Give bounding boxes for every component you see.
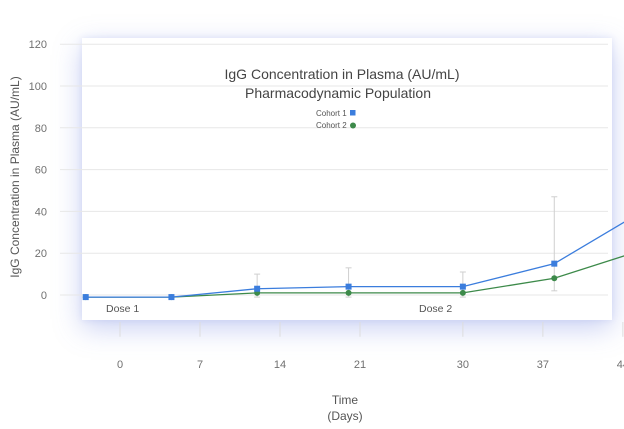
point-cohort-1-1 bbox=[168, 294, 175, 301]
grid-lines bbox=[60, 43, 624, 337]
point-cohort-2-4 bbox=[459, 289, 466, 296]
y-tick-label-20: 20 bbox=[35, 248, 47, 260]
point-cohort-2-3 bbox=[345, 289, 352, 296]
legend: Cohort 1 Cohort 2 bbox=[316, 109, 356, 130]
x-tick-label-0: 0 bbox=[117, 359, 123, 371]
chart-subtitle: Pharmacodynamic Population bbox=[245, 85, 431, 101]
plot-area bbox=[82, 196, 624, 301]
y-tick-label-100: 100 bbox=[29, 81, 47, 93]
x-tick-label-30: 30 bbox=[457, 359, 469, 371]
legend-marker-cohort-2 bbox=[350, 122, 356, 129]
x-tick-label-44: 44 bbox=[617, 359, 624, 371]
x-axis-title: Time bbox=[332, 393, 359, 407]
x-tick-label-37: 37 bbox=[537, 359, 549, 371]
x-axis-unit: (Days) bbox=[327, 409, 362, 423]
point-cohort-1-5 bbox=[551, 260, 558, 267]
point-cohort-1-0 bbox=[82, 294, 89, 301]
point-cohort-1-2 bbox=[254, 285, 261, 292]
annotation-dose-2: Dose 2 bbox=[419, 303, 452, 315]
x-axis-ticks: 0 7 14 21 30 37 44 bbox=[117, 359, 624, 371]
legend-marker-cohort-1 bbox=[350, 110, 356, 116]
y-tick-label-80: 80 bbox=[35, 123, 47, 135]
y-tick-label-120: 120 bbox=[29, 39, 47, 51]
point-cohort-1-4 bbox=[459, 283, 466, 290]
x-tick-label-21: 21 bbox=[354, 359, 366, 371]
y-axis-ticks: 0 20 40 60 80 100 120 bbox=[29, 39, 47, 302]
series-line-cohort-2 bbox=[85, 255, 624, 298]
chart-title: IgG Concentration in Plasma (AU/mL) bbox=[225, 66, 460, 82]
chart-card bbox=[82, 38, 612, 320]
legend-label-cohort-1: Cohort 1 bbox=[316, 109, 347, 118]
annotation-dose-1: Dose 1 bbox=[106, 303, 139, 315]
y-tick-label-40: 40 bbox=[35, 206, 47, 218]
x-tick-label-7: 7 bbox=[197, 359, 203, 371]
point-cohort-2-5 bbox=[551, 275, 558, 282]
point-cohort-1-3 bbox=[345, 283, 352, 290]
y-tick-label-60: 60 bbox=[35, 165, 47, 177]
x-tick-label-14: 14 bbox=[274, 359, 286, 371]
y-tick-label-0: 0 bbox=[41, 290, 47, 302]
y-axis-title: IgG Concentration in Plasma (AU/mL) bbox=[8, 76, 22, 277]
legend-label-cohort-2: Cohort 2 bbox=[316, 121, 347, 130]
